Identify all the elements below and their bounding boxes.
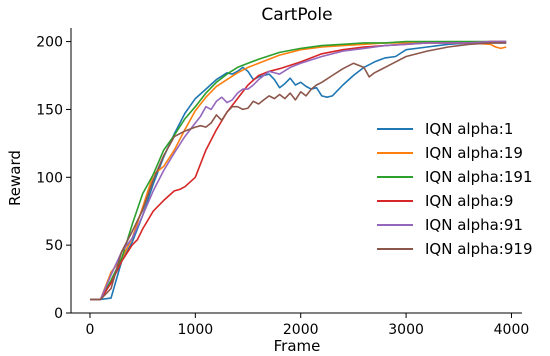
x-tick-label: 1000 xyxy=(178,322,214,338)
axes: 0 1000 2000 3000 4000 0 50 100 150 200 xyxy=(36,28,529,338)
x-tick-label: 0 xyxy=(86,322,95,338)
legend-label-4: IQN alpha:91 xyxy=(425,216,523,234)
legend-label-3: IQN alpha:9 xyxy=(425,192,513,210)
legend-label-0: IQN alpha:1 xyxy=(425,120,513,138)
legend-label-1: IQN alpha:19 xyxy=(425,144,523,162)
x-axis-label: Frame xyxy=(274,337,321,355)
x-tick-label: 2000 xyxy=(283,322,319,338)
series-line-2 xyxy=(90,40,507,301)
legend-label-2: IQN alpha:191 xyxy=(425,168,532,186)
y-tick-label: 50 xyxy=(45,238,63,254)
series-line-4 xyxy=(90,40,507,301)
y-tick-label: 200 xyxy=(36,35,63,51)
plot-lines xyxy=(90,40,507,301)
x-tick-label: 3000 xyxy=(388,322,424,338)
series-line-5 xyxy=(90,42,507,301)
legend-label-5: IQN alpha:919 xyxy=(425,240,532,258)
x-tick-label: 4000 xyxy=(494,322,530,338)
legend: IQN alpha:1 IQN alpha:19 IQN alpha:191 IQN … xyxy=(377,120,532,258)
y-tick-label: 100 xyxy=(36,170,63,186)
y-tick-label: 0 xyxy=(54,306,63,322)
chart-title: CartPole xyxy=(261,5,332,25)
y-tick-label: 150 xyxy=(36,102,63,118)
y-axis-label: Reward xyxy=(6,150,24,206)
